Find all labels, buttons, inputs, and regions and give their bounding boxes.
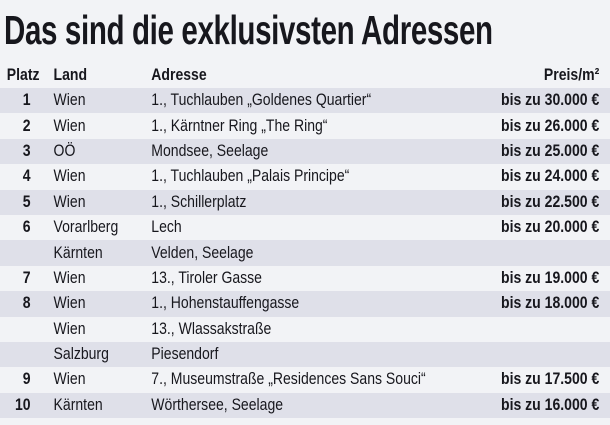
- land-cell: Kärnten: [53, 395, 103, 414]
- rank-cell: 3: [22, 141, 31, 160]
- land-cell: Wien: [53, 167, 86, 186]
- table-row: 9 Wien 7., Museumstraße „Residences Sans…: [0, 367, 610, 392]
- rank-cell: 4: [22, 167, 31, 186]
- table-row: 4 Wien 1., Tuchlauben „Palais Principe“ …: [0, 164, 610, 189]
- rank-cell: 2: [22, 116, 31, 135]
- preis-cell: bis zu 26.000 €: [501, 116, 600, 135]
- adresse-cell: Wörthersee, Seelage: [151, 395, 284, 414]
- table-row: 10 Kärnten Wörthersee, Seelage bis zu 16…: [0, 392, 610, 419]
- table-row: Wien 13., Wlassakstraße: [0, 317, 610, 342]
- rank-cell: 8: [22, 294, 31, 313]
- adresse-cell: Piesendorf: [151, 345, 219, 364]
- page-title-text: Das sind die exklusivsten Adressen: [4, 7, 493, 53]
- adresse-cell: Lech: [151, 218, 182, 237]
- land-cell: Wien: [53, 192, 86, 211]
- land-cell: Kärnten: [53, 243, 103, 262]
- rankings-table: Platz Land Adresse Preis/m² 1 Wien 1., T…: [0, 60, 610, 419]
- land-cell: OÖ: [53, 141, 76, 160]
- table-row: Salzburg Piesendorf: [0, 341, 610, 368]
- table-header-row: Platz Land Adresse Preis/m²: [0, 60, 610, 88]
- land-cell: Wien: [53, 294, 86, 313]
- adresse-cell: 13., Wlassakstraße: [151, 319, 272, 338]
- adresse-cell: 7., Museumstraße „Residences Sans Souci“: [151, 370, 426, 389]
- land-cell: Wien: [53, 91, 86, 110]
- adresse-cell: Mondsee, Seelage: [151, 141, 269, 160]
- table-row: 5 Wien 1., Schillerplatz bis zu 22.500 €: [0, 189, 610, 215]
- preis-cell: bis zu 25.000 €: [501, 141, 600, 160]
- column-header-adresse: Adresse: [151, 66, 207, 84]
- table-row: 1 Wien 1., Tuchlauben „Goldenes Quartier…: [0, 88, 610, 114]
- adresse-cell: 1., Hohenstauffengasse: [151, 294, 300, 313]
- page-title: Das sind die exklusivsten Adressen: [4, 8, 610, 52]
- rank-cell: 7: [22, 268, 31, 287]
- preis-cell: bis zu 20.000 €: [501, 218, 600, 237]
- rank-cell: 9: [22, 370, 31, 389]
- preis-cell: bis zu 18.000 €: [501, 294, 600, 313]
- adresse-cell: 1., Schillerplatz: [151, 192, 247, 211]
- table-row: Kärnten Velden, Seelage: [0, 240, 610, 266]
- adresse-cell: 1., Tuchlauben „Goldenes Quartier“: [151, 91, 372, 110]
- adresse-cell: 1., Tuchlauben „Palais Principe“: [151, 167, 350, 186]
- preis-cell: bis zu 30.000 €: [501, 91, 600, 110]
- rank-cell: 6: [22, 218, 31, 237]
- preis-cell: bis zu 24.000 €: [501, 167, 600, 186]
- table-row: 2 Wien 1., Kärntner Ring „The Ring“ bis …: [0, 113, 610, 138]
- preis-cell: bis zu 17.500 €: [501, 370, 600, 389]
- table-row: 7 Wien 13., Tiroler Gasse bis zu 19.000 …: [0, 266, 610, 291]
- column-header-land: Land: [53, 66, 88, 84]
- adresse-cell: 1., Kärntner Ring „The Ring“: [151, 116, 328, 135]
- rank-cell: 5: [22, 192, 31, 211]
- column-header-platz: Platz: [6, 66, 40, 84]
- preis-cell: bis zu 19.000 €: [501, 268, 600, 287]
- land-cell: Vorarlberg: [53, 218, 119, 237]
- table-row: 3 OÖ Mondsee, Seelage bis zu 25.000 €: [0, 138, 610, 165]
- land-cell: Wien: [53, 116, 86, 135]
- rank-cell: 10: [14, 395, 31, 414]
- adresse-cell: 13., Tiroler Gasse: [151, 268, 262, 287]
- preis-cell: bis zu 22.500 €: [501, 192, 600, 211]
- table-body: 1 Wien 1., Tuchlauben „Goldenes Quartier…: [0, 88, 610, 419]
- land-cell: Salzburg: [53, 345, 109, 364]
- land-cell: Wien: [53, 319, 86, 338]
- table-row: 6 Vorarlberg Lech bis zu 20.000 €: [0, 215, 610, 240]
- adresse-cell: Velden, Seelage: [151, 243, 254, 262]
- preis-cell: bis zu 16.000 €: [501, 395, 600, 414]
- table-row: 8 Wien 1., Hohenstauffengasse bis zu 18.…: [0, 291, 610, 317]
- rank-cell: 1: [22, 91, 31, 110]
- land-cell: Wien: [53, 370, 86, 389]
- land-cell: Wien: [53, 268, 86, 287]
- column-header-preis: Preis/m²: [543, 66, 600, 84]
